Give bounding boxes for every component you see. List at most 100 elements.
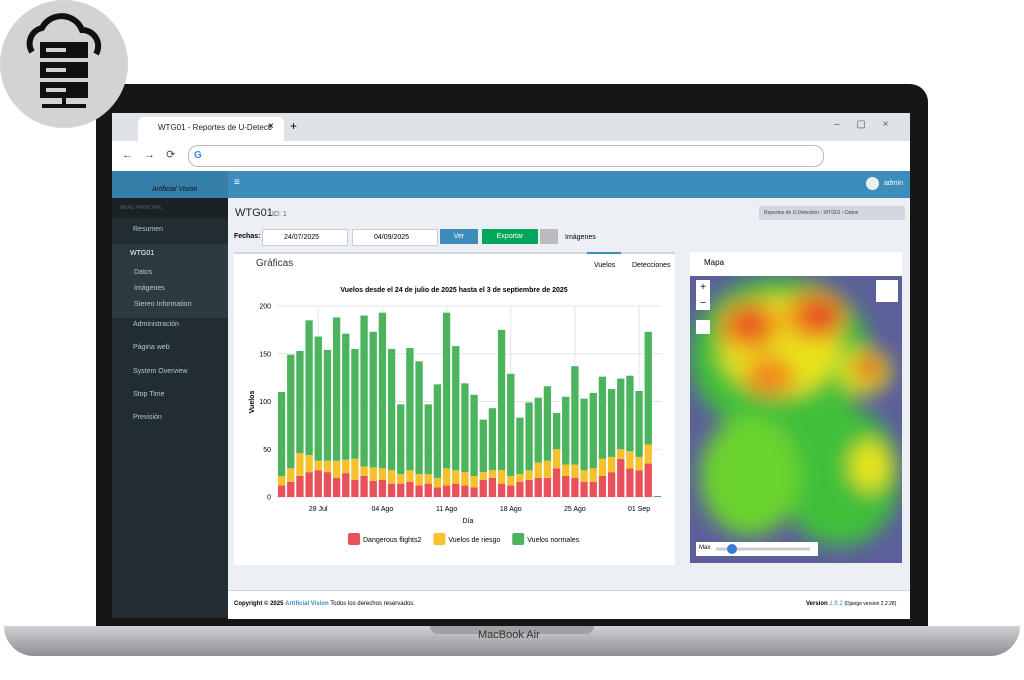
button-label[interactable]: Ver bbox=[453, 233, 465, 240]
breadcrumb: Reportes de U-Detection › WTG01 › Datos bbox=[764, 210, 859, 216]
bar-segment bbox=[296, 475, 304, 497]
bar-segment bbox=[516, 474, 524, 482]
bar-segment bbox=[378, 479, 387, 497]
sub-item[interactable]: Stereo Information bbox=[134, 301, 192, 308]
images-link[interactable]: Imágenes bbox=[565, 234, 596, 241]
bar-segment bbox=[635, 390, 643, 457]
crumb: Datos bbox=[845, 210, 859, 216]
bar-segment bbox=[552, 468, 561, 497]
chart-title: Vuelos desde el 24 de julio de 2025 hast… bbox=[340, 287, 567, 294]
bar-segment bbox=[571, 477, 579, 497]
tab-title[interactable]: WTG01 - Reportes de U-Detecti bbox=[158, 123, 272, 132]
bar-segment bbox=[369, 331, 377, 468]
tab[interactable] bbox=[138, 117, 284, 141]
menu-item[interactable]: Página web bbox=[133, 344, 170, 351]
bar-segment bbox=[433, 487, 442, 497]
footer bbox=[228, 590, 910, 619]
button-label[interactable]: Exportar bbox=[496, 233, 524, 240]
date-to[interactable] bbox=[352, 229, 438, 246]
menu-item[interactable]: Previsión bbox=[133, 414, 162, 421]
menu-item[interactable]: Resumen bbox=[133, 226, 163, 233]
section-label: MENÚ PRINCIPAL bbox=[120, 205, 163, 211]
bar-segment bbox=[452, 483, 460, 497]
bar-segment bbox=[332, 317, 341, 461]
device-label: MacBook Air bbox=[478, 629, 540, 641]
bar-segment bbox=[497, 483, 506, 497]
brand-bar bbox=[112, 171, 228, 198]
date-to-value[interactable]: 04/09/2025 bbox=[374, 234, 410, 241]
export-button[interactable]: Exportar bbox=[482, 229, 538, 244]
heat-map[interactable]: +− bbox=[690, 276, 902, 563]
bar-segment bbox=[589, 481, 597, 497]
date-from[interactable] bbox=[262, 229, 348, 246]
django-version: (Django version 2.2.28) bbox=[844, 601, 897, 607]
topbar bbox=[228, 171, 910, 198]
bar-segment bbox=[323, 472, 332, 497]
bar-segment bbox=[351, 479, 359, 497]
y-tick-label: 150 bbox=[259, 351, 271, 358]
bar-segment bbox=[314, 336, 322, 461]
bar-segment bbox=[470, 475, 478, 488]
user-name[interactable]: admin bbox=[884, 180, 904, 187]
bar-segment bbox=[287, 481, 295, 497]
sub-item[interactable]: Datos bbox=[134, 269, 153, 276]
images-icon[interactable] bbox=[540, 229, 558, 244]
footer-brand[interactable]: Artificial Vision bbox=[285, 601, 329, 607]
menu-item[interactable]: WTG01 bbox=[130, 250, 155, 257]
nav-buttons[interactable]: ← → ⟳ bbox=[122, 149, 176, 161]
window-controls[interactable]: – ▢ × bbox=[834, 119, 889, 130]
new-tab[interactable]: + bbox=[290, 119, 298, 133]
brand: Artificial Vision bbox=[152, 186, 198, 193]
menu-toggle[interactable]: ≡ bbox=[234, 177, 240, 188]
bar-segment bbox=[607, 472, 616, 497]
tab-close[interactable]: × bbox=[268, 121, 274, 132]
laptop-notch bbox=[430, 626, 594, 634]
chart-tab[interactable]: Vuelos bbox=[594, 262, 616, 269]
crumb[interactable]: Reportes de U-Detection bbox=[764, 210, 820, 216]
menu-item[interactable]: System Overview bbox=[133, 368, 188, 375]
legend-swatch bbox=[512, 533, 525, 545]
bar-segment bbox=[571, 464, 579, 478]
bar-segment bbox=[479, 479, 487, 497]
bar-segment bbox=[342, 333, 350, 460]
svg-text:−: − bbox=[700, 298, 706, 309]
rights: Todos los derechos reservados. bbox=[330, 601, 415, 607]
menu-item[interactable]: Stop Time bbox=[133, 391, 165, 398]
bar-segment bbox=[626, 468, 634, 497]
version: 1.9.2 bbox=[829, 601, 843, 607]
bar-segment bbox=[589, 392, 597, 469]
bar-segment bbox=[369, 467, 377, 481]
bar-segment bbox=[351, 348, 359, 459]
legend-swatch bbox=[348, 533, 360, 545]
bar-segment bbox=[387, 348, 396, 471]
view-button[interactable]: Ver bbox=[440, 229, 478, 244]
bar-segment bbox=[479, 419, 487, 473]
chart-tab[interactable]: Detecciones bbox=[632, 262, 671, 269]
bar-segment bbox=[406, 481, 414, 497]
bar-segment bbox=[397, 474, 405, 484]
y-tick-label: 50 bbox=[263, 447, 271, 454]
legend-swatch bbox=[433, 533, 446, 545]
bar-segment bbox=[470, 487, 478, 497]
bar-segment bbox=[305, 472, 313, 497]
menu-item[interactable]: Administración bbox=[133, 321, 179, 328]
crumb[interactable]: WTG01 bbox=[823, 210, 841, 216]
bar-segment bbox=[442, 468, 451, 486]
bar-segment bbox=[516, 417, 524, 475]
page-title: WTG01 bbox=[235, 207, 273, 219]
bar-segment bbox=[406, 470, 414, 482]
bar-segment bbox=[507, 475, 515, 486]
bar-segment bbox=[461, 383, 469, 473]
bar-segment bbox=[589, 468, 597, 482]
date-from-value[interactable]: 24/07/2025 bbox=[284, 234, 320, 241]
bar-segment bbox=[488, 408, 497, 471]
bar-segment bbox=[305, 454, 313, 473]
user-avatar[interactable] bbox=[866, 177, 879, 190]
bar-segment bbox=[525, 470, 533, 480]
server-icon bbox=[26, 13, 102, 108]
sub-item[interactable]: Imágenes bbox=[134, 285, 165, 292]
address-bar[interactable] bbox=[188, 145, 824, 167]
copyright: Copyright © 2025 bbox=[234, 601, 284, 607]
bar-segment bbox=[479, 472, 487, 480]
svg-text:+: + bbox=[700, 282, 706, 293]
